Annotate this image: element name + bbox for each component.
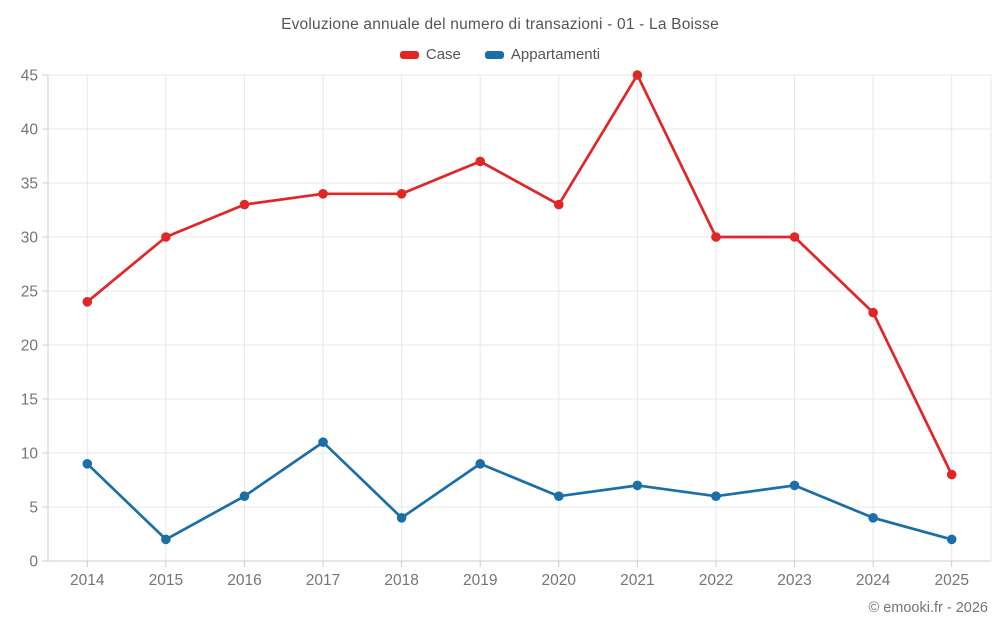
- data-point-appartamenti-2023[interactable]: [789, 480, 800, 491]
- data-point-appartamenti-2022[interactable]: [711, 491, 721, 502]
- x-axis-label: 2017: [306, 572, 340, 589]
- copyright-credit: © emooki.fr - 2026: [868, 600, 988, 616]
- x-axis-label: 2024: [856, 572, 891, 589]
- data-point-case-2019[interactable]: [475, 156, 486, 167]
- x-axis-label: 2015: [149, 572, 183, 589]
- data-point-appartamenti-2016[interactable]: [239, 491, 250, 502]
- legend-item-case[interactable]: Case: [399, 46, 461, 63]
- x-axis-label: 2014: [70, 572, 105, 589]
- data-point-appartamenti-2015[interactable]: [161, 534, 171, 545]
- x-axis-label: 2022: [699, 572, 733, 589]
- data-point-case-2023[interactable]: [789, 232, 800, 242]
- y-axis-label: 40: [21, 121, 39, 138]
- data-point-appartamenti-2017[interactable]: [318, 437, 328, 448]
- data-point-case-2014[interactable]: [82, 297, 93, 307]
- x-axis-label: 2016: [227, 572, 261, 589]
- data-point-case-2018[interactable]: [396, 189, 407, 199]
- data-point-case-2022[interactable]: [711, 232, 721, 242]
- data-point-case-2025[interactable]: [946, 469, 957, 480]
- case-legend-label: Case: [425, 46, 461, 63]
- data-point-case-2021[interactable]: [632, 70, 643, 80]
- y-axis-label: 45: [21, 67, 38, 84]
- data-point-appartamenti-2024[interactable]: [868, 513, 878, 523]
- y-axis-label: 5: [29, 499, 38, 516]
- data-point-case-2015[interactable]: [161, 232, 171, 242]
- data-point-case-2016[interactable]: [239, 199, 250, 210]
- data-point-appartamenti-2025[interactable]: [946, 534, 957, 545]
- data-point-appartamenti-2014[interactable]: [82, 459, 93, 469]
- y-axis-label: 30: [21, 229, 39, 246]
- appartamenti-legend-label: Appartamenti: [510, 46, 601, 63]
- x-axis-label: 2021: [620, 572, 654, 589]
- data-point-appartamenti-2019[interactable]: [475, 459, 486, 469]
- chart-legend: Case Appartamenti: [0, 46, 1000, 63]
- x-axis-label: 2023: [777, 572, 811, 589]
- legend-item-appartamenti[interactable]: Appartamenti: [484, 46, 601, 63]
- y-axis-label: 15: [21, 391, 38, 408]
- data-point-appartamenti-2020[interactable]: [553, 491, 564, 502]
- data-point-case-2020[interactable]: [553, 199, 564, 210]
- y-axis-label: 25: [21, 283, 38, 300]
- data-point-case-2017[interactable]: [318, 189, 328, 199]
- chart-title: Evoluzione annuale del numero di transaz…: [281, 16, 719, 33]
- series-line-appartamenti: [85, 440, 954, 541]
- case-legend-swatch-icon: [399, 50, 419, 59]
- data-point-case-2024[interactable]: [868, 307, 878, 318]
- y-axis-label: 10: [21, 445, 39, 462]
- y-axis-label: 35: [21, 175, 38, 192]
- x-axis-label: 2018: [384, 572, 418, 589]
- data-point-appartamenti-2018[interactable]: [396, 513, 407, 523]
- x-axis-label: 2020: [542, 572, 577, 589]
- y-axis-label: 0: [29, 553, 38, 570]
- x-axis-label: 2025: [934, 572, 968, 589]
- x-axis-label: 2019: [463, 572, 497, 589]
- series-line-case: [85, 73, 954, 476]
- appartamenti-legend-swatch-icon: [484, 50, 504, 59]
- y-axis-label: 20: [21, 337, 39, 354]
- data-point-appartamenti-2021[interactable]: [632, 480, 643, 491]
